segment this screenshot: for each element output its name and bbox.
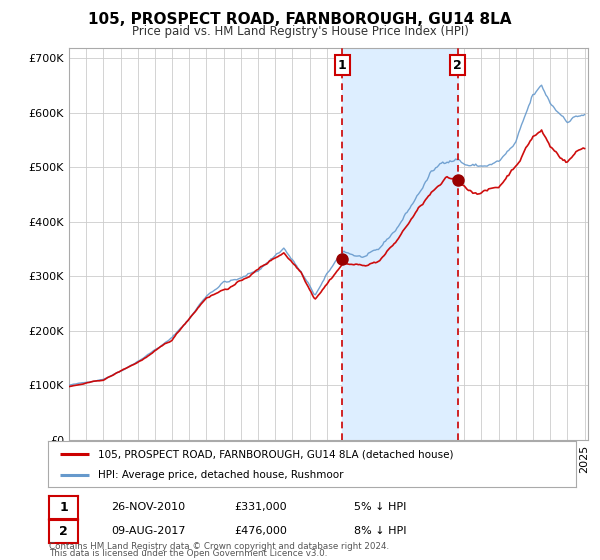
Text: £331,000: £331,000	[234, 502, 287, 512]
Text: 26-NOV-2010: 26-NOV-2010	[111, 502, 185, 512]
Text: 2: 2	[59, 525, 68, 538]
Text: 8% ↓ HPI: 8% ↓ HPI	[354, 526, 407, 536]
Text: Price paid vs. HM Land Registry's House Price Index (HPI): Price paid vs. HM Land Registry's House …	[131, 25, 469, 38]
Text: HPI: Average price, detached house, Rushmoor: HPI: Average price, detached house, Rush…	[98, 470, 344, 480]
Bar	[343, 48, 458, 440]
Text: £476,000: £476,000	[234, 526, 287, 536]
Text: 1: 1	[59, 501, 68, 514]
Text: 09-AUG-2017: 09-AUG-2017	[111, 526, 185, 536]
Text: 1: 1	[338, 59, 347, 72]
Text: 2: 2	[453, 59, 462, 72]
Text: 5% ↓ HPI: 5% ↓ HPI	[354, 502, 406, 512]
Text: Contains HM Land Registry data © Crown copyright and database right 2024.: Contains HM Land Registry data © Crown c…	[49, 542, 389, 551]
Text: 105, PROSPECT ROAD, FARNBOROUGH, GU14 8LA: 105, PROSPECT ROAD, FARNBOROUGH, GU14 8L…	[88, 12, 512, 27]
Text: This data is licensed under the Open Government Licence v3.0.: This data is licensed under the Open Gov…	[49, 549, 328, 558]
Text: 105, PROSPECT ROAD, FARNBOROUGH, GU14 8LA (detached house): 105, PROSPECT ROAD, FARNBOROUGH, GU14 8L…	[98, 449, 454, 459]
